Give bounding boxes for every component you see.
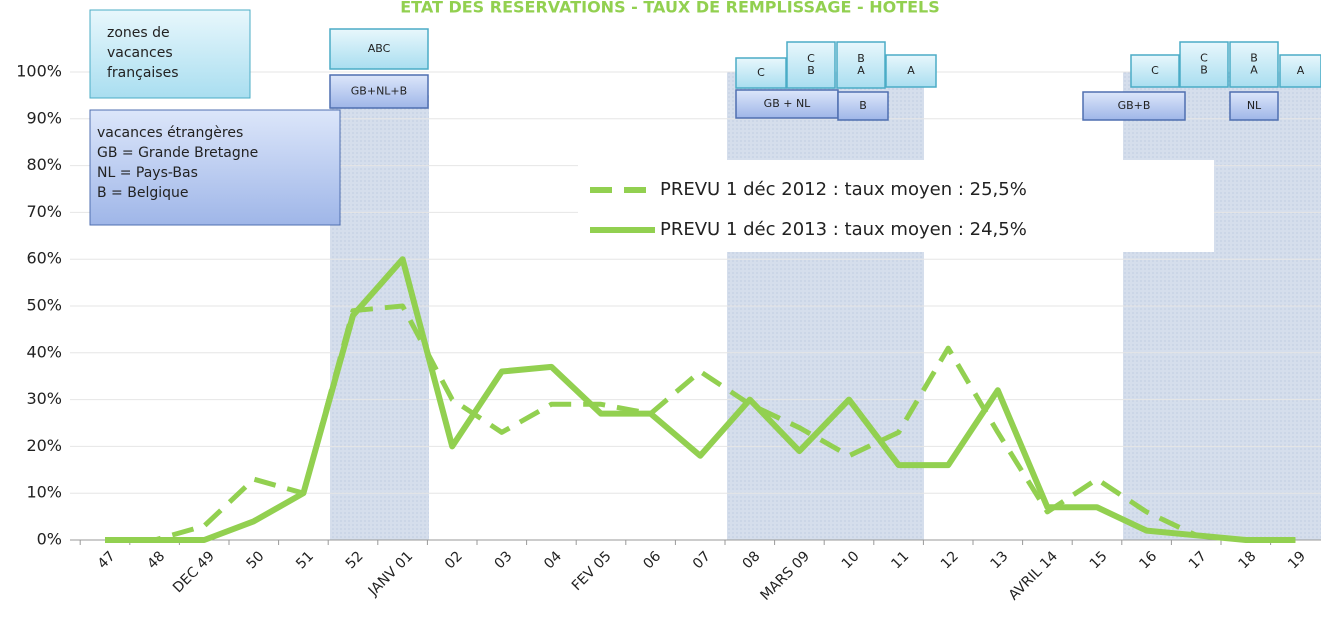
x-tick-label: 02	[442, 548, 466, 572]
annotation-box	[89, 9, 251, 99]
y-tick-label: 100%	[16, 62, 62, 81]
x-tick-label: 17	[1186, 548, 1210, 572]
annotation: françaises	[107, 65, 179, 81]
x-tick-label: DEC 49	[170, 548, 218, 596]
annotation-box	[89, 109, 341, 226]
holiday-box-label: A	[857, 64, 865, 77]
holiday-box	[786, 41, 836, 89]
x-tick-label: 11	[888, 548, 912, 572]
holiday-box	[1179, 41, 1229, 88]
holiday-box-label: A	[1250, 64, 1258, 77]
holiday-box	[1130, 54, 1180, 88]
holiday-box-label: B	[1200, 64, 1208, 77]
x-tick-label: 08	[740, 548, 764, 572]
y-tick-label: 10%	[26, 483, 62, 502]
legend-label: PREVU 1 déc 2012 : taux moyen : 25,5%	[660, 179, 1027, 200]
holiday-box	[837, 91, 889, 121]
y-tick-label: 40%	[26, 342, 62, 361]
chart-title: ETAT DES RESERVATIONS - TAUX DE REMPLISS…	[400, 0, 940, 17]
x-tick-label: JANV 01	[365, 548, 416, 599]
y-tick-label: 90%	[26, 108, 62, 127]
y-tick-label: 20%	[26, 436, 62, 455]
annotation: zones de	[107, 25, 170, 41]
holiday-box	[735, 57, 787, 89]
holiday-box-label: B	[857, 52, 865, 65]
holiday-box-label: B	[1250, 52, 1258, 65]
holiday-box	[1279, 54, 1321, 88]
x-tick-label: 03	[492, 548, 516, 572]
x-tick-label: 51	[293, 548, 317, 572]
holiday-box	[1229, 41, 1279, 88]
y-tick-label: 80%	[26, 155, 62, 174]
x-tick-label: 10	[839, 548, 863, 572]
x-tick-label: 16	[1136, 548, 1160, 572]
annotation: vacances étrangères	[97, 125, 243, 141]
holiday-box-label: ABC	[368, 42, 391, 55]
holiday-box-label: C	[1151, 64, 1159, 77]
holiday-box	[1229, 91, 1279, 121]
annotation: NL = Pays-Bas	[97, 165, 198, 181]
x-tick-label: FEV 05	[569, 548, 615, 594]
holiday-period	[330, 95, 429, 540]
series-line	[105, 256, 1296, 543]
annotation: GB = Grande Bretagne	[97, 145, 258, 161]
holiday-box	[329, 74, 429, 109]
holiday-box	[836, 41, 886, 89]
x-tick-label: 13	[988, 548, 1012, 572]
holiday-box-label: NL	[1247, 99, 1262, 112]
y-tick-label: 70%	[26, 202, 62, 221]
x-tick-label: MARS 09	[758, 548, 814, 604]
x-tick-label: 12	[938, 548, 962, 572]
x-tick-label: 52	[343, 548, 367, 572]
holiday-box-label: GB+B	[1118, 99, 1151, 112]
y-tick-label: 60%	[26, 249, 62, 268]
x-tick-label: 47	[95, 548, 119, 572]
holiday-box-label: GB + NL	[764, 97, 812, 110]
x-tick-label: 48	[144, 548, 168, 572]
x-tick-label: 06	[640, 548, 664, 572]
holiday-box-label: B	[859, 99, 867, 112]
y-tick-label: 30%	[26, 389, 62, 408]
holiday-box-label: C	[757, 66, 765, 79]
x-tick-label: 19	[1285, 548, 1309, 572]
holiday-box-label: A	[907, 64, 915, 77]
holiday-box-label: C	[807, 52, 815, 65]
x-tick-label: 50	[244, 548, 268, 572]
x-tick-label: 07	[690, 548, 714, 572]
holiday-box	[735, 89, 839, 119]
holiday-box	[1082, 91, 1186, 121]
holiday-box-label: A	[1297, 64, 1305, 77]
y-tick-label: 0%	[37, 530, 62, 549]
x-tick-label: 15	[1087, 548, 1111, 572]
holiday-box-label: C	[1200, 52, 1208, 65]
legend-label: PREVU 1 déc 2013 : taux moyen : 24,5%	[660, 219, 1027, 240]
annotation: vacances	[107, 45, 173, 61]
x-tick-label: 18	[1236, 548, 1260, 572]
holiday-box	[885, 54, 937, 88]
x-tick-label: 04	[541, 548, 565, 572]
holiday-box-label: GB+NL+B	[351, 85, 407, 98]
holiday-box-label: B	[807, 64, 815, 77]
holiday-box	[329, 28, 429, 70]
legend-box	[578, 160, 1214, 252]
x-tick-label: AVRIL 14	[1006, 548, 1061, 603]
y-tick-label: 50%	[26, 296, 62, 315]
annotation: B = Belgique	[97, 185, 189, 201]
